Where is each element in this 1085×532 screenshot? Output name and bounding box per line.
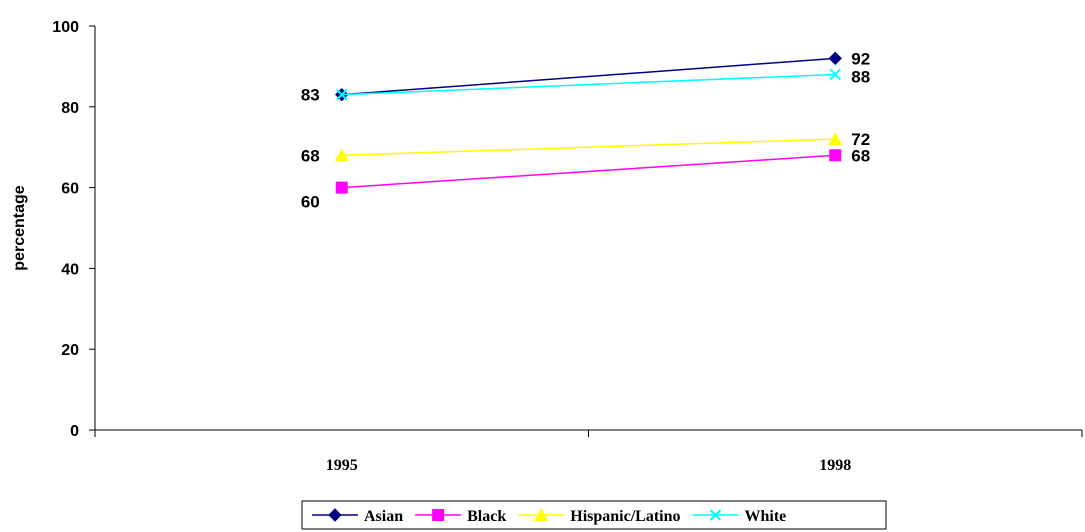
series-asian	[335, 51, 842, 102]
legend-label: White	[745, 508, 787, 525]
marker-triangle	[828, 132, 843, 146]
marker-diamond	[328, 508, 342, 522]
series-lines	[334, 51, 843, 194]
y-tick-label: 80	[61, 100, 79, 117]
series-black	[335, 149, 842, 194]
y-tick-label: 40	[61, 261, 79, 278]
marker-x	[829, 68, 841, 81]
series-hispanic-latino	[334, 132, 843, 162]
marker-square	[432, 509, 445, 521]
data-label: 72	[851, 130, 870, 149]
marker-x-stroke	[829, 68, 841, 81]
data-label: 83	[301, 86, 320, 105]
legend: Asian Black Hispanic/Latino White	[301, 500, 887, 530]
y-tick-labels: 0 20 40 60 80 100	[52, 19, 79, 440]
marker-x	[336, 88, 348, 101]
data-label: 92	[851, 49, 870, 68]
legend-label: Black	[467, 508, 506, 525]
y-tick-label: 100	[52, 19, 79, 36]
y-tick-label: 0	[70, 423, 79, 440]
marker-x	[709, 509, 722, 521]
legend-item-black: Black	[415, 508, 506, 525]
legend-item-asian: Asian	[312, 508, 403, 525]
axes	[89, 25, 1083, 437]
y-axis-title: percentage	[11, 185, 28, 270]
marker-x-stroke	[709, 509, 722, 521]
x-tick-label: 1995	[326, 457, 358, 474]
series-line	[341, 57, 836, 96]
legend-item-hispanic-latino: Hispanic/Latino	[518, 508, 681, 525]
series-line	[341, 138, 836, 157]
marker-triangle	[534, 508, 549, 521]
marker-triangle	[334, 148, 349, 162]
legend-label: Asian	[364, 508, 403, 525]
legend-box	[301, 500, 887, 530]
x-tick-labels: 1995 1998	[326, 457, 852, 474]
data-label: 68	[301, 146, 320, 165]
series-line	[341, 73, 836, 96]
marker-square	[829, 149, 842, 162]
marker-diamond	[828, 51, 842, 66]
x-tick-label: 1998	[819, 457, 851, 474]
data-label: 88	[851, 67, 870, 86]
data-label: 68	[851, 146, 870, 165]
marker-x-stroke	[336, 88, 348, 101]
series-line	[341, 154, 836, 189]
y-tick-label: 60	[61, 181, 79, 198]
data-label: 60	[301, 193, 320, 212]
marker-square	[335, 181, 348, 194]
series-white	[336, 68, 841, 101]
legend-label: Hispanic/Latino	[570, 508, 680, 525]
legend-item-white: White	[692, 508, 787, 525]
y-tick-label: 20	[61, 342, 79, 359]
